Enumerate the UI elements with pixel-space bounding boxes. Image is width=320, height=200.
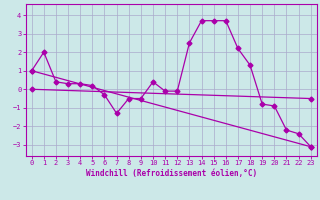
X-axis label: Windchill (Refroidissement éolien,°C): Windchill (Refroidissement éolien,°C)	[86, 169, 257, 178]
